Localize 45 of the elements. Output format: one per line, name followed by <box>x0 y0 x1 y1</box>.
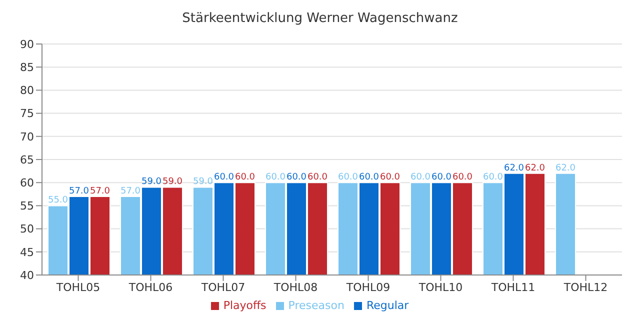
legend-label: Preseason <box>288 299 344 312</box>
data-label: 57.0 <box>68 186 90 196</box>
data-label: 60.0 <box>338 172 358 183</box>
data-label: 60.0 <box>214 172 234 183</box>
x-tick-label: TOHL12 <box>562 280 608 294</box>
legend-label: Regular <box>366 299 409 312</box>
data-label: 60.0 <box>234 172 256 183</box>
y-tick-label: 60 <box>20 176 34 190</box>
y-tick-label: 90 <box>20 38 34 51</box>
y-tick-label: 40 <box>20 268 34 282</box>
x-tick-label: TOHL06 <box>128 280 173 294</box>
data-label: 60.0 <box>286 172 307 183</box>
x-tick-label: TOHL07 <box>200 280 246 294</box>
y-tick-label: 75 <box>20 107 34 120</box>
data-label: 60.0 <box>307 172 328 183</box>
data-label: 55.0 <box>48 196 68 206</box>
y-tick-label: 70 <box>20 130 34 144</box>
data-label: 60.0 <box>452 172 473 183</box>
data-label: 60.0 <box>358 172 380 183</box>
legend-label: Playoffs <box>223 299 266 312</box>
y-tick-label: 50 <box>20 222 34 236</box>
y-tick-label: 65 <box>20 153 34 166</box>
chart-title: Stärkeentwicklung Werner Wagenschwanz <box>181 10 459 28</box>
x-tick-label: TOHL09 <box>345 280 390 294</box>
data-label: 60.0 <box>431 172 452 183</box>
data-label: 57.0 <box>120 186 141 196</box>
data-label: 60.0 <box>482 172 504 183</box>
data-label: 57.0 <box>90 186 110 196</box>
data-label: 59.0 <box>162 177 183 188</box>
data-label: 62.0 <box>524 163 546 174</box>
data-label: 62.0 <box>504 163 524 174</box>
y-tick-label: 45 <box>20 246 34 259</box>
y-tick-label: 85 <box>20 61 34 74</box>
x-tick-label: TOHL08 <box>272 280 318 294</box>
x-tick-label: TOHL11 <box>490 280 536 294</box>
data-label: 62.0 <box>555 163 576 174</box>
x-tick-label: TOHL05 <box>55 280 100 294</box>
data-label: 60.0 <box>410 172 431 183</box>
data-label: 60.0 <box>265 172 286 183</box>
y-tick-label: 80 <box>20 84 34 98</box>
data-label: 59.0 <box>141 177 162 188</box>
x-tick-label: TOHL10 <box>418 280 463 294</box>
y-tick-label: 55 <box>20 200 34 213</box>
data-label: 59.0 <box>192 177 214 188</box>
data-label: 60.0 <box>380 172 400 183</box>
